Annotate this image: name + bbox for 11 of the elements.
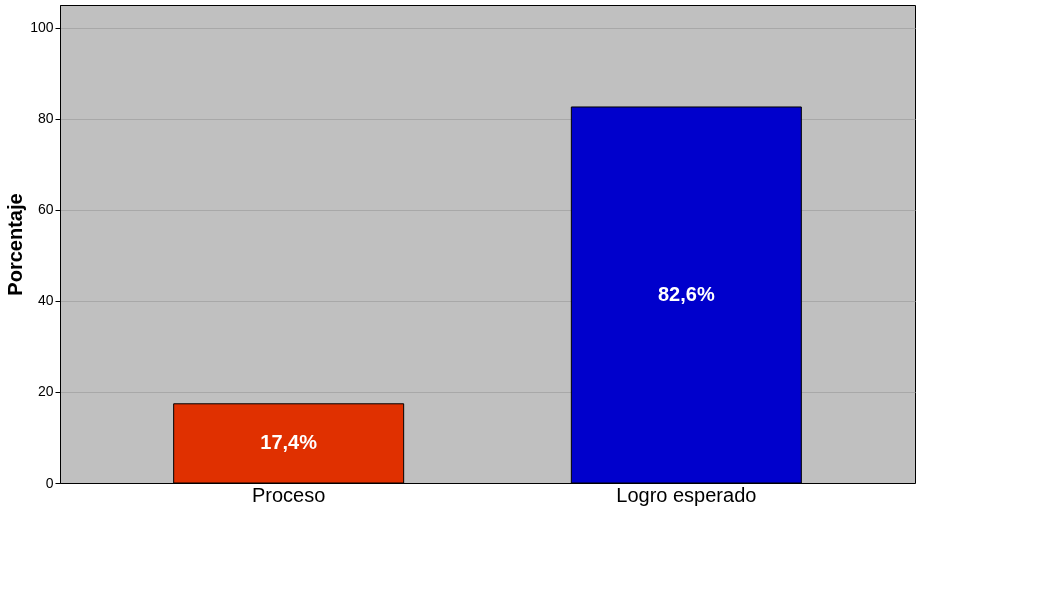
y-tick-label: 20	[37, 383, 54, 400]
y-axis-title: Porcentaje	[4, 193, 27, 296]
y-tick-label: 60	[37, 201, 54, 218]
y-tick-label: 0	[45, 474, 54, 491]
y-tick-label: 40	[37, 292, 54, 309]
y-tick-label: 100	[30, 19, 54, 36]
y-tick-label: 80	[37, 110, 54, 127]
x-tick-label: Proceso	[251, 483, 326, 506]
data-label: 17,4%	[260, 431, 318, 454]
data-label: 82,6%	[657, 282, 715, 305]
x-tick-label: Logro esperado	[616, 483, 757, 506]
